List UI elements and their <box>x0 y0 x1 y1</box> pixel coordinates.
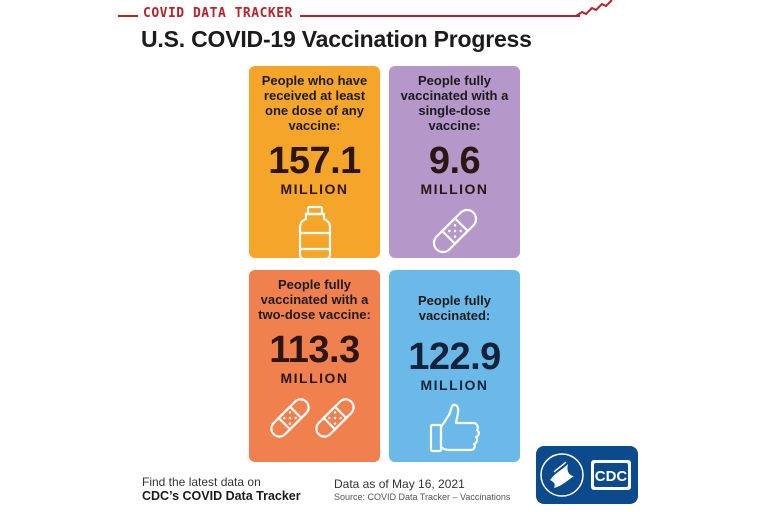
card-description: People fully vaccinated with a two-dose … <box>258 277 371 322</box>
card-value: 157.1 <box>268 140 361 182</box>
hhs-cdc-logo: CDC <box>536 446 638 504</box>
tracker-label: COVID DATA TRACKER <box>143 6 293 21</box>
card-value: 122.9 <box>408 336 501 378</box>
footer-find-text: Find the latest data on <box>142 475 261 489</box>
card-at-least-one-dose: People who have received at least one do… <box>249 66 380 261</box>
card-single-dose: People fully vaccinated with a single-do… <box>389 66 520 258</box>
card-value: 113.3 <box>269 329 360 371</box>
card-unit: MILLION <box>420 181 489 197</box>
card-description: People fully vaccinated: <box>418 293 491 323</box>
two-bandages-icon <box>269 398 355 438</box>
data-source: Source: COVID Data Tracker – Vaccination… <box>334 492 511 502</box>
card-two-dose: People fully vaccinated with a two-dose … <box>249 270 380 462</box>
hhs-eagle-icon: CDC <box>540 453 631 497</box>
card-description: People who have received at least one do… <box>261 73 368 133</box>
header-rule-left <box>118 15 138 17</box>
cdc-logo-text: CDC <box>595 468 628 485</box>
card-value: 9.6 <box>428 140 481 182</box>
bandage-icon <box>432 208 477 254</box>
vaccine-vial-icon <box>298 205 331 261</box>
card-unit: MILLION <box>280 181 349 197</box>
thumbs-up-icon <box>429 403 480 453</box>
header-rule-right <box>300 15 580 17</box>
page-title: U.S. COVID-19 Vaccination Progress <box>141 26 532 52</box>
trend-line-icon <box>576 0 613 17</box>
card-unit: MILLION <box>280 370 349 386</box>
card-fully-vaccinated: People fully vaccinated: 122.9 MILLION <box>389 270 520 462</box>
data-date: Data as of May 16, 2021 <box>334 477 465 491</box>
card-unit: MILLION <box>420 377 489 393</box>
card-description: People fully vaccinated with a single-do… <box>400 73 509 133</box>
covid-data-tracker-link[interactable]: CDC’s COVID Data Tracker <box>142 489 301 503</box>
